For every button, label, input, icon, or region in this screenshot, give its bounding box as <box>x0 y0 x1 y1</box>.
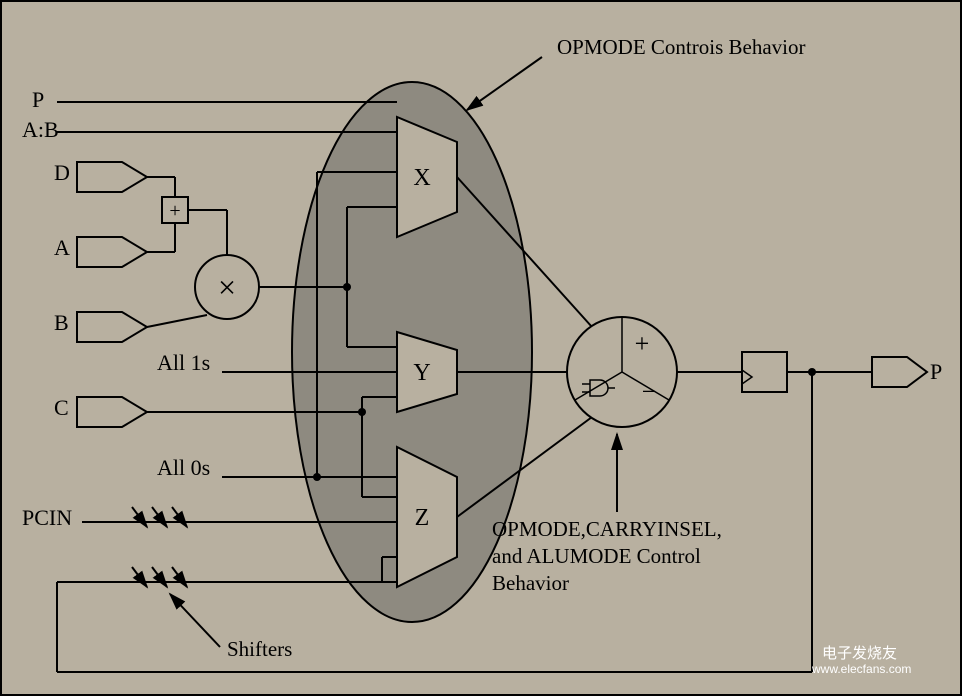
label-all0s: All 0s <box>157 455 210 481</box>
arrow-shifters <box>170 594 220 647</box>
alu-plus: + <box>635 329 650 358</box>
label-a: A <box>54 235 70 261</box>
label-b: B <box>54 310 69 336</box>
shifter-arrow-icon <box>152 507 167 527</box>
mux-x-label: X <box>413 165 430 191</box>
shifter-arrow-icon <box>132 507 147 527</box>
annotation-shifters: Shifters <box>227 637 292 662</box>
register-box <box>742 352 787 392</box>
label-all1s: All 1s <box>157 350 210 376</box>
label-d: D <box>54 160 70 186</box>
alu-minus: − <box>642 377 657 406</box>
pin-d <box>77 162 147 192</box>
annotation-opmode-bot3: Behavior <box>492 571 569 596</box>
annotation-opmode-bot1: OPMODE,CARRYINSEL, <box>492 517 722 542</box>
watermark-url: www.elecfans.com <box>812 662 911 676</box>
annotation-opmode-top: OPMODE Controis Behavior <box>557 35 806 60</box>
pin-a <box>77 237 147 267</box>
diagram-svg: + × X Y Z <box>2 2 962 696</box>
label-ab-in: A:B <box>22 117 59 143</box>
label-p-out: P <box>930 359 942 385</box>
mux-y-label: Y <box>413 360 430 386</box>
mux-z-label: Z <box>415 505 430 531</box>
multiplier-symbol: × <box>218 269 236 305</box>
shifter-arrow-icon <box>152 567 167 587</box>
diagram-canvas: + × X Y Z <box>0 0 962 696</box>
pin-b <box>77 312 147 342</box>
shifter-arrow-icon <box>172 507 187 527</box>
arrow-opmode-top <box>467 57 542 110</box>
label-p-in: P <box>32 87 44 113</box>
label-c: C <box>54 395 69 421</box>
pin-c <box>77 397 147 427</box>
shifter-arrow-icon <box>172 567 187 587</box>
annotation-opmode-bot2: and ALUMODE Control <box>492 544 701 569</box>
shifter-arrow-icon <box>132 567 147 587</box>
wire-b-mult <box>147 315 207 327</box>
label-pcin: PCIN <box>22 505 72 531</box>
watermark-text: 电子发烧友 <box>822 642 897 663</box>
pin-p-out <box>872 357 927 387</box>
adder-symbol: + <box>169 200 180 222</box>
